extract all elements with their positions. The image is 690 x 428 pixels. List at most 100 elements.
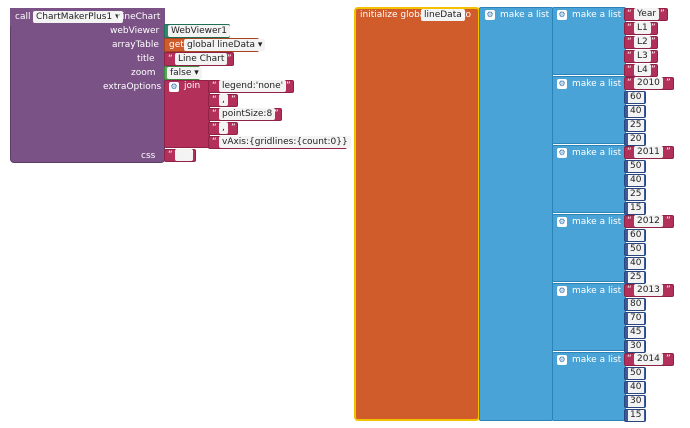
number-field[interactable]: 20 — [628, 134, 644, 145]
join-item-3-field[interactable]: pointSize:8 — [219, 108, 276, 120]
quote-icon: “ — [212, 81, 217, 91]
row-list-mutator-gear-icon[interactable]: ⚙ — [557, 148, 567, 158]
quote-icon: ” — [227, 54, 232, 64]
number-block[interactable]: 20 — [624, 133, 646, 146]
header-item-field[interactable]: L3 — [634, 50, 651, 62]
number-field[interactable]: 40 — [628, 382, 644, 393]
number-field[interactable]: 80 — [628, 299, 644, 310]
number-block[interactable]: 60 — [624, 91, 646, 104]
join-item-5-field[interactable]: vAxis:{gridlines:{count:0}} — [219, 136, 351, 148]
quote-icon: “ — [627, 9, 632, 19]
row-year-field[interactable]: 2010 — [634, 77, 663, 89]
quote-icon: ” — [666, 354, 671, 364]
number-block[interactable]: 40 — [624, 257, 646, 270]
number-block[interactable]: 50 — [624, 243, 646, 256]
css-text-field[interactable] — [175, 149, 193, 161]
init-global-block[interactable] — [354, 7, 480, 421]
webviewer-dropdown[interactable]: WebViewer1 — [168, 25, 230, 37]
get-variable-dropdown[interactable]: global lineData ▾ — [184, 39, 266, 51]
number-field[interactable]: 15 — [628, 203, 644, 214]
quote-icon: “ — [212, 109, 217, 119]
number-field[interactable]: 50 — [628, 161, 644, 172]
header-list-mutator-gear-icon[interactable]: ⚙ — [557, 10, 567, 20]
quote-icon: “ — [627, 354, 632, 364]
number-block[interactable]: 40 — [624, 381, 646, 394]
row-make-list-label: make a list — [572, 217, 622, 227]
row-make-list-label: make a list — [572, 79, 622, 89]
number-block[interactable]: 40 — [624, 105, 646, 118]
number-block[interactable]: 60 — [624, 229, 646, 242]
number-field[interactable]: 60 — [628, 92, 644, 103]
number-block[interactable]: 70 — [624, 312, 646, 325]
number-block[interactable]: 30 — [624, 340, 646, 353]
quote-icon: “ — [627, 51, 632, 61]
number-field[interactable]: 45 — [628, 327, 644, 338]
outer-make-list-label: make a list — [500, 10, 550, 20]
component-dropdown[interactable]: ChartMakerPlus1 ▾ — [33, 11, 123, 23]
row-year-field[interactable]: 2014 — [634, 353, 663, 365]
number-block[interactable]: 25 — [624, 119, 646, 132]
row-list-mutator-gear-icon[interactable]: ⚙ — [557, 79, 567, 89]
quote-icon: “ — [212, 123, 217, 133]
row-list-mutator-gear-icon[interactable]: ⚙ — [557, 217, 567, 227]
param-arraytable-label: arrayTable — [112, 40, 159, 50]
number-block[interactable]: 45 — [624, 326, 646, 339]
join-mutator-gear-icon[interactable]: ⚙ — [169, 82, 179, 92]
number-field[interactable]: 70 — [628, 313, 644, 324]
quote-icon: ” — [339, 137, 344, 147]
number-field[interactable]: 25 — [628, 272, 644, 283]
number-field[interactable]: 25 — [628, 189, 644, 200]
header-make-list-label: make a list — [572, 10, 622, 20]
row-year-field[interactable]: 2012 — [634, 215, 663, 227]
header-item-field[interactable]: Year — [634, 8, 660, 20]
number-block[interactable]: 50 — [624, 160, 646, 173]
number-field[interactable]: 30 — [628, 396, 644, 407]
number-block[interactable]: 15 — [624, 409, 646, 422]
quote-icon: ” — [666, 78, 671, 88]
quote-icon: ” — [666, 216, 671, 226]
quote-icon: ” — [651, 23, 656, 33]
number-field[interactable]: 50 — [628, 244, 644, 255]
number-field[interactable]: 30 — [628, 341, 644, 352]
number-block[interactable]: 50 — [624, 367, 646, 380]
join-item-2-field[interactable]: , — [219, 94, 228, 106]
outer-list-mutator-gear-icon[interactable]: ⚙ — [485, 10, 495, 20]
param-zoom-label: zoom — [131, 68, 156, 78]
row-list-mutator-gear-icon[interactable]: ⚙ — [557, 286, 567, 296]
header-item-field[interactable]: L4 — [634, 64, 651, 76]
row-year-field[interactable]: 2011 — [634, 146, 663, 158]
call-linechart-block[interactable] — [10, 8, 165, 163]
number-field[interactable]: 25 — [628, 120, 644, 131]
number-field[interactable]: 15 — [628, 410, 644, 421]
get-label: get — [169, 40, 184, 50]
number-block[interactable]: 25 — [624, 188, 646, 201]
number-block[interactable]: 30 — [624, 395, 646, 408]
join-item-4-field[interactable]: , — [219, 122, 228, 134]
number-field[interactable]: 40 — [628, 175, 644, 186]
header-item-field[interactable]: L2 — [634, 36, 651, 48]
number-field[interactable]: 40 — [628, 258, 644, 269]
zoom-boolean-dropdown[interactable]: false ▾ — [167, 67, 202, 79]
init-to-label: to — [462, 10, 472, 20]
title-text-field[interactable]: Line Chart — [175, 53, 228, 65]
quote-icon: “ — [212, 137, 217, 147]
quote-icon: “ — [168, 150, 173, 160]
row-list-mutator-gear-icon[interactable]: ⚙ — [557, 355, 567, 365]
quote-icon: “ — [627, 65, 632, 75]
join-item-1-field[interactable]: legend:'none' — [219, 80, 287, 92]
quote-icon: ” — [189, 150, 194, 160]
number-block[interactable]: 40 — [624, 174, 646, 187]
number-block[interactable]: 25 — [624, 271, 646, 284]
quote-icon: ” — [231, 95, 236, 105]
init-variable-name-field[interactable]: lineData — [421, 9, 465, 21]
number-field[interactable]: 50 — [628, 368, 644, 379]
number-field[interactable]: 60 — [628, 230, 644, 241]
header-item-field[interactable]: L1 — [634, 22, 651, 34]
outer-make-list-block[interactable] — [479, 7, 553, 421]
number-block[interactable]: 15 — [624, 202, 646, 215]
number-field[interactable]: 40 — [628, 106, 644, 117]
join-label: join — [184, 81, 201, 91]
quote-icon: ” — [231, 123, 236, 133]
number-block[interactable]: 80 — [624, 298, 646, 311]
row-year-field[interactable]: 2013 — [634, 284, 663, 296]
